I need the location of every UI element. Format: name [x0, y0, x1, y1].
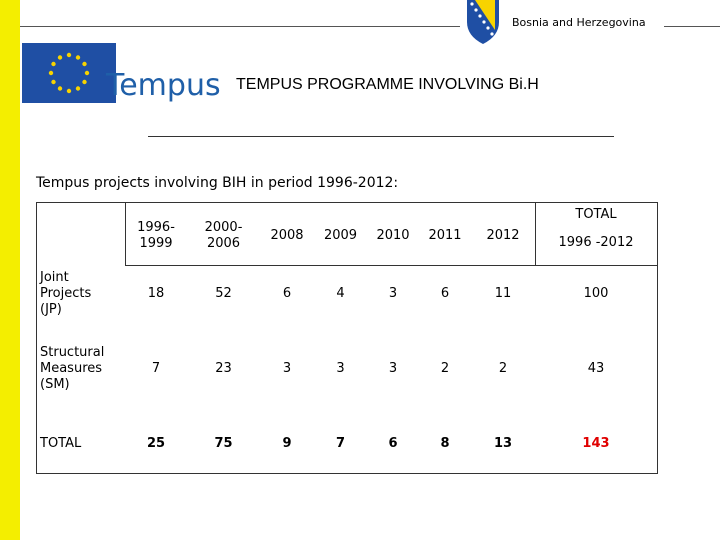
- country-name: Bosnia and Herzegovina: [512, 16, 646, 29]
- logo-text: Tempus: [106, 68, 221, 103]
- table-cell: 3: [282, 360, 292, 376]
- table-cell: 8: [440, 435, 450, 451]
- table-cell: 143: [582, 435, 610, 451]
- tempus-logo: Tempus: [16, 36, 221, 112]
- table-cell: 6: [282, 285, 292, 301]
- column-header: 1996- 1999: [137, 219, 175, 251]
- column-header: 2012: [486, 227, 520, 243]
- column-header: 1996 -2012: [558, 234, 634, 250]
- table-cell: 43: [587, 360, 605, 376]
- bih-flag-icon: [467, 0, 499, 44]
- table-cell: 7: [335, 435, 346, 451]
- table-cell: 75: [214, 435, 233, 451]
- table-cell: 11: [494, 285, 512, 301]
- column-divider: [125, 203, 126, 265]
- table-cell: 18: [147, 285, 165, 301]
- table-cell: 6: [388, 435, 398, 451]
- table-cell: 52: [215, 285, 232, 301]
- row-label: TOTAL: [40, 435, 82, 451]
- table-cell: 7: [151, 360, 161, 376]
- table-cell: 100: [583, 285, 609, 301]
- title-rule: [148, 136, 614, 137]
- column-header: 2010: [376, 227, 410, 243]
- table-cell: 25: [146, 435, 166, 451]
- table-cell: 3: [388, 285, 398, 301]
- page-title: TEMPUS PROGRAMME INVOLVING Bi.H: [236, 76, 539, 93]
- table-cell: 13: [493, 435, 513, 451]
- row-label: Structural Measures (SM): [40, 344, 105, 393]
- table-cell: 3: [336, 360, 345, 376]
- table-cell: 6: [440, 285, 450, 301]
- table-cell: 4: [336, 285, 345, 301]
- eu-flag-icon: [22, 43, 116, 103]
- projects-table: TOTAL 1996- 1999 2000- 2006 2008 2009 2010 201…: [36, 202, 658, 474]
- total-header: TOTAL: [575, 206, 617, 222]
- table-cell: 23: [215, 360, 232, 376]
- table-caption: Tempus projects involving BIH in period …: [36, 175, 399, 191]
- header-rule-left: [20, 26, 460, 27]
- header-divider: [125, 265, 657, 266]
- column-header: 2011: [428, 227, 462, 243]
- table-cell: 3: [388, 360, 398, 376]
- row-label: Joint Projects (JP): [40, 269, 92, 318]
- column-header: 2000- 2006: [204, 219, 243, 251]
- column-header: 2008: [270, 227, 304, 243]
- header-rule-right: [664, 26, 720, 27]
- column-divider: [535, 203, 536, 265]
- column-header: 2009: [323, 227, 358, 243]
- side-accent-bar: [0, 0, 20, 540]
- table-cell: 9: [282, 435, 292, 451]
- table-cell: 2: [498, 360, 508, 376]
- table-cell: 2: [440, 360, 450, 376]
